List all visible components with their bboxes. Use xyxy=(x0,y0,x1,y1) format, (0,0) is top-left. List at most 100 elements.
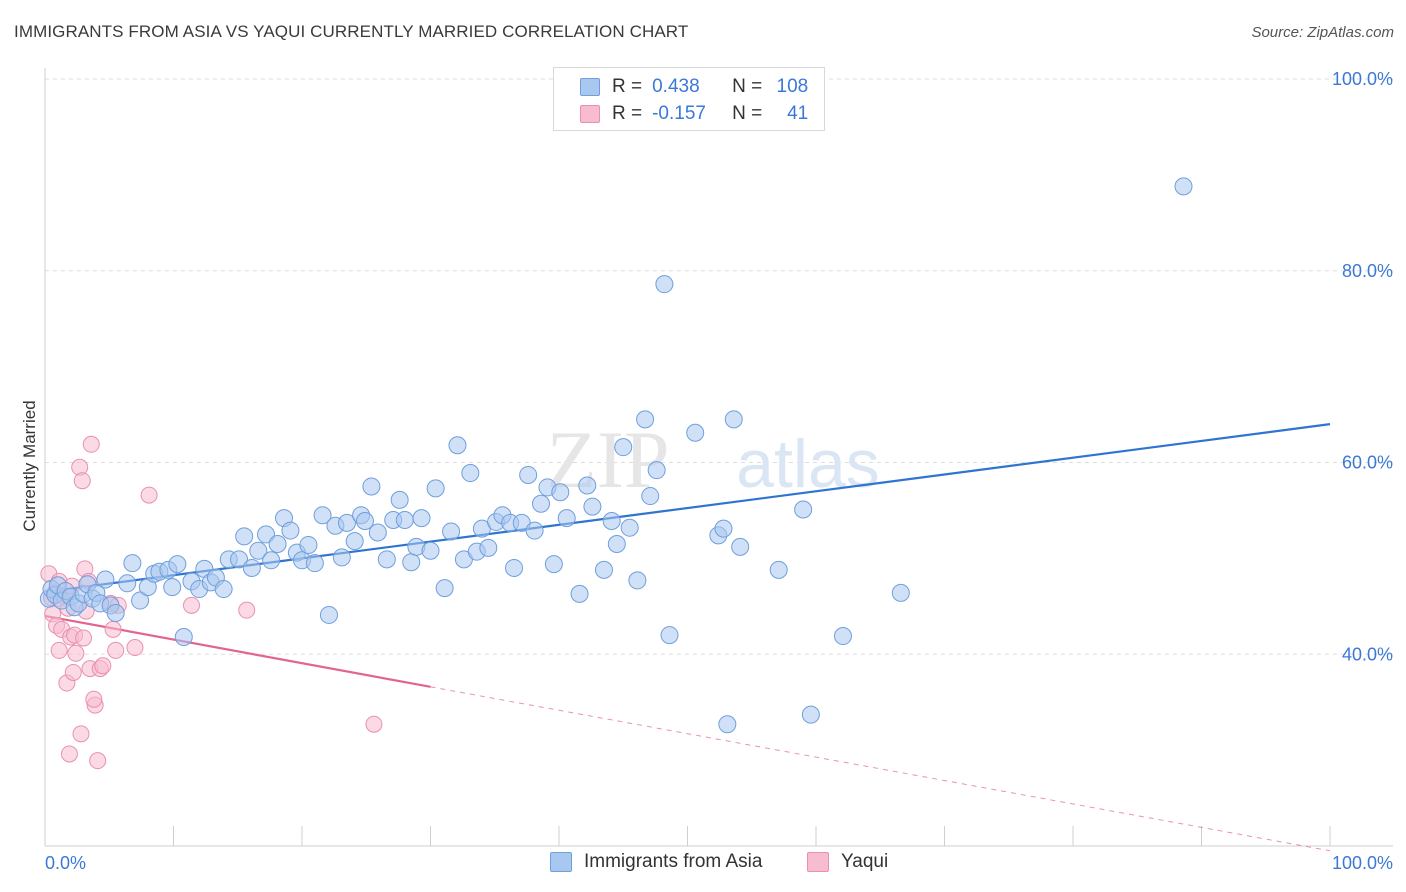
immigrants-point xyxy=(131,591,150,610)
x-tick-labels: 0.0% 100.0% xyxy=(45,853,1393,873)
immigrants-point xyxy=(570,584,589,603)
immigrants-point xyxy=(479,538,498,557)
immigrants-point xyxy=(1174,177,1193,196)
legend-swatch-blue xyxy=(580,78,600,96)
immigrants-point xyxy=(724,410,743,429)
immigrants-point xyxy=(421,541,440,560)
yaqui-point xyxy=(126,639,144,657)
immigrants-point xyxy=(532,494,551,513)
immigrants-point xyxy=(390,490,409,509)
immigrants-point xyxy=(118,574,137,593)
y-axis-label-wrap: Currently Married xyxy=(8,400,48,531)
legend-r-label: R = xyxy=(612,103,643,124)
immigrants-point xyxy=(214,580,233,599)
immigrants-point xyxy=(647,461,666,480)
y-tick-label: 80.0% xyxy=(1342,261,1393,281)
immigrants-point xyxy=(636,410,655,429)
legend-n-label: N = xyxy=(732,103,763,124)
series-legend: Immigrants from Asia Yaqui xyxy=(0,851,1406,877)
immigrants-point xyxy=(262,551,281,570)
yaqui-point xyxy=(107,641,125,659)
immigrants-point xyxy=(614,438,633,457)
immigrants-point xyxy=(578,476,597,495)
immigrants-point xyxy=(594,560,613,579)
y-tick-labels: 40.0% 60.0% 80.0% 100.0% xyxy=(1332,69,1393,664)
immigrants-point xyxy=(235,527,254,546)
immigrants-point xyxy=(718,715,737,734)
yaqui-point xyxy=(73,472,91,490)
immigrants-point xyxy=(448,436,467,455)
legend-label-yaqui: Yaqui xyxy=(841,851,889,872)
immigrants-point xyxy=(891,583,910,602)
y-tick-label: 60.0% xyxy=(1342,453,1393,473)
yaqui-point xyxy=(104,620,122,638)
legend-row-yaqui: R = -0.157 N = 41 xyxy=(580,102,808,126)
immigrants-point xyxy=(714,519,733,538)
immigrants-point xyxy=(607,534,626,553)
immigrants-point xyxy=(412,509,431,528)
legend-n-value: 41 xyxy=(787,103,809,124)
immigrants-point xyxy=(395,511,414,530)
legend-r-label: R = xyxy=(612,76,643,97)
immigrants-point xyxy=(628,571,647,590)
immigrants-point xyxy=(426,479,445,498)
immigrants-point xyxy=(257,525,276,544)
trend-line-yaqui-extension xyxy=(430,686,1331,852)
immigrants-point xyxy=(337,513,356,532)
legend-swatch-pink xyxy=(580,105,600,123)
immigrants-point xyxy=(686,423,705,442)
immigrants-point xyxy=(305,554,324,573)
immigrants-point xyxy=(801,705,820,724)
immigrants-point xyxy=(345,532,364,551)
legend-item-yaqui: Yaqui xyxy=(807,851,888,873)
legend-n-label: N = xyxy=(732,76,763,97)
y-tick-label: 40.0% xyxy=(1342,644,1393,664)
immigrants-point xyxy=(332,548,351,567)
legend-item-immigrants: Immigrants from Asia xyxy=(550,851,762,873)
immigrants-point xyxy=(362,477,381,496)
immigrants-point xyxy=(299,535,318,554)
watermark: ZIP atlas xyxy=(547,414,880,505)
yaqui-point xyxy=(64,663,82,681)
yaqui-point xyxy=(60,745,78,763)
yaqui-point xyxy=(238,601,256,619)
immigrants-point xyxy=(655,275,674,294)
immigrants-point xyxy=(168,555,187,574)
immigrants-point xyxy=(660,626,679,645)
y-tick-label: 100.0% xyxy=(1332,69,1393,89)
yaqui-point xyxy=(140,486,158,504)
immigrants-point xyxy=(544,555,563,574)
legend-swatch-blue xyxy=(550,852,572,872)
watermark-atlas: atlas xyxy=(736,426,880,502)
yaqui-point xyxy=(182,596,200,614)
trend-lines xyxy=(44,423,1331,852)
immigrants-point xyxy=(268,534,287,553)
yaqui-point xyxy=(67,644,85,662)
yaqui-point xyxy=(72,725,90,743)
immigrants-point xyxy=(106,604,125,623)
immigrants-point xyxy=(163,578,182,597)
immigrants-point xyxy=(377,550,396,569)
y-axis-label: Currently Married xyxy=(20,400,39,532)
immigrants-point xyxy=(123,554,142,573)
immigrants-point xyxy=(641,487,660,506)
immigrants-point xyxy=(96,570,115,589)
x-tick-label-min: 0.0% xyxy=(45,853,86,873)
source-label: Source: ZipAtlas.com xyxy=(1251,24,1394,41)
yaqui-point xyxy=(89,752,107,770)
chart-title: IMMIGRANTS FROM ASIA VS YAQUI CURRENTLY … xyxy=(14,22,689,41)
x-tick-label-max: 100.0% xyxy=(1332,853,1393,873)
immigrants-point xyxy=(402,553,421,572)
yaqui-point xyxy=(85,690,103,708)
immigrants-point xyxy=(731,537,750,556)
legend-n-value: 108 xyxy=(776,76,809,97)
yaqui-point xyxy=(82,435,100,453)
immigrants-point xyxy=(242,558,261,577)
yaqui-point xyxy=(365,715,383,733)
yaqui-point xyxy=(75,629,93,647)
immigrants-point xyxy=(833,627,852,646)
legend-r-value: -0.157 xyxy=(652,103,706,124)
immigrants-point xyxy=(583,497,602,516)
yaqui-point xyxy=(50,641,68,659)
